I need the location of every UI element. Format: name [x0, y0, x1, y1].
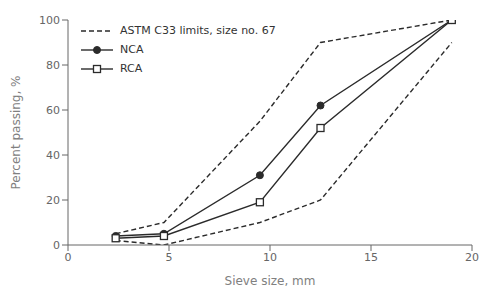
html-text:ASTM C33 limits, size no. 67: ASTM C33 limits, size no. 67 — [120, 24, 276, 37]
svg-text:Percent passing, %: Percent passing, % — [9, 75, 23, 189]
svg-text:60: 60 — [46, 104, 60, 117]
svg-text:0: 0 — [65, 251, 72, 264]
svg-text:20: 20 — [46, 194, 60, 207]
svg-text:Sieve size, mm: Sieve size, mm — [225, 274, 316, 288]
svg-text:100: 100 — [39, 14, 60, 27]
svg-text:80: 80 — [46, 59, 60, 72]
svg-text:10: 10 — [263, 251, 277, 264]
svg-text:20: 20 — [465, 251, 479, 264]
svg-text:40: 40 — [46, 149, 60, 162]
svg-text:0: 0 — [53, 239, 60, 252]
html-text:NCA: NCA — [120, 43, 144, 56]
html-text:RCA: RCA — [120, 62, 143, 75]
svg-text:5: 5 — [166, 251, 173, 264]
svg-text:15: 15 — [364, 251, 378, 264]
